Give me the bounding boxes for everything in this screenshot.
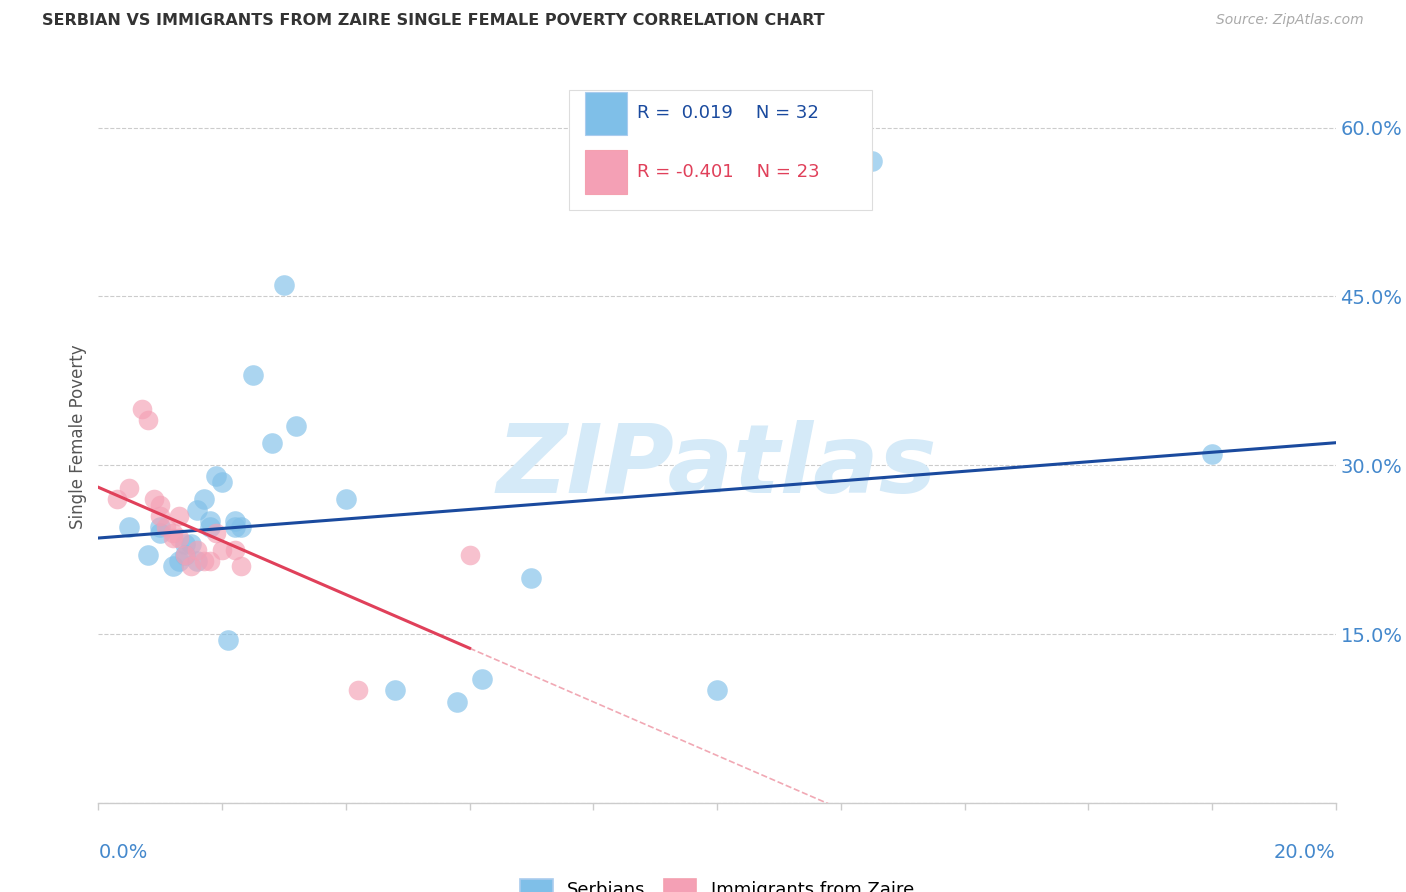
Text: 20.0%: 20.0% [1274, 843, 1336, 862]
Point [260, 435, 283, 450]
Point [186, 503, 208, 517]
Point [180, 559, 202, 574]
Point [136, 548, 159, 562]
Point [193, 491, 215, 506]
Point [174, 548, 197, 562]
Point [242, 368, 264, 383]
Point [347, 683, 370, 698]
Point [186, 554, 208, 568]
Point [1201, 447, 1223, 461]
Point [335, 491, 357, 506]
FancyBboxPatch shape [568, 90, 872, 211]
Point [149, 498, 172, 512]
Point [198, 554, 221, 568]
Point [520, 571, 543, 585]
Point [211, 542, 233, 557]
Point [198, 515, 221, 529]
Text: R = -0.401    N = 23: R = -0.401 N = 23 [637, 163, 820, 181]
Point [229, 520, 252, 534]
Point [118, 481, 141, 495]
Point [229, 559, 252, 574]
Point [458, 548, 481, 562]
Point [706, 683, 728, 698]
Point [273, 278, 295, 293]
Legend: Serbians, Immigrants from Zaire: Serbians, Immigrants from Zaire [513, 871, 921, 892]
Point [224, 542, 246, 557]
Point [186, 542, 208, 557]
Point [198, 520, 221, 534]
Point [211, 475, 233, 489]
Point [105, 491, 128, 506]
Point [149, 520, 172, 534]
Point [224, 515, 246, 529]
Point [131, 401, 153, 416]
Point [384, 683, 406, 698]
Point [149, 508, 172, 523]
Point [860, 154, 883, 169]
Point [143, 491, 166, 506]
FancyBboxPatch shape [585, 92, 627, 135]
Point [205, 525, 228, 540]
Point [285, 418, 308, 433]
Point [205, 469, 228, 483]
Point [167, 508, 190, 523]
Point [224, 520, 246, 534]
Point [167, 554, 190, 568]
Point [180, 537, 202, 551]
Point [149, 525, 172, 540]
Text: R =  0.019    N = 32: R = 0.019 N = 32 [637, 104, 818, 122]
FancyBboxPatch shape [585, 151, 627, 194]
Text: SERBIAN VS IMMIGRANTS FROM ZAIRE SINGLE FEMALE POVERTY CORRELATION CHART: SERBIAN VS IMMIGRANTS FROM ZAIRE SINGLE … [42, 13, 825, 29]
Text: 0.0%: 0.0% [98, 843, 148, 862]
Point [174, 548, 197, 562]
Point [193, 554, 215, 568]
Point [136, 413, 159, 427]
Point [217, 632, 239, 647]
Point [162, 559, 184, 574]
Y-axis label: Single Female Poverty: Single Female Poverty [69, 345, 87, 529]
Point [167, 532, 190, 546]
Text: Source: ZipAtlas.com: Source: ZipAtlas.com [1216, 13, 1364, 28]
Point [162, 525, 184, 540]
Point [162, 532, 184, 546]
Text: ZIPatlas: ZIPatlas [496, 420, 938, 513]
Point [118, 520, 141, 534]
Point [155, 520, 177, 534]
Point [174, 537, 197, 551]
Point [471, 672, 494, 686]
Point [446, 694, 468, 708]
